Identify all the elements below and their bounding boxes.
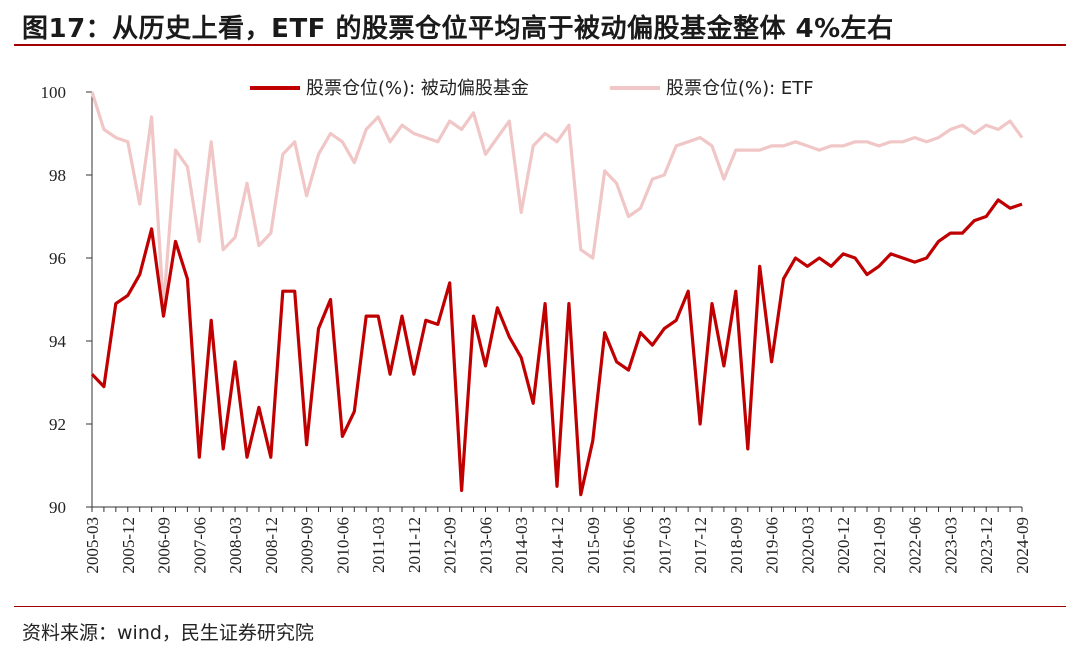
x-tick-label: 2018-09 — [727, 517, 746, 574]
axes: 90 92 94 96 98 100 2005-03 2005-12 2006-09 2007-0… — [41, 83, 1033, 574]
x-tick-label: 2021-09 — [870, 517, 889, 574]
x-tick-label: 2023-12 — [977, 517, 996, 574]
x-tick-label: 2023-03 — [941, 517, 960, 574]
y-tick-label: 100 — [41, 83, 67, 102]
x-tick-label: 2014-03 — [512, 517, 531, 574]
y-tick-label: 98 — [49, 166, 66, 185]
x-tick-label: 2016-06 — [620, 517, 639, 574]
x-tick-label: 2008-12 — [262, 517, 281, 574]
x-tick-label: 2011-12 — [405, 517, 424, 573]
x-tick-label: 2020-03 — [798, 517, 817, 574]
x-tick-label: 2013-06 — [476, 517, 495, 574]
x-tick-label: 2008-03 — [226, 517, 245, 574]
x-tick-label: 2014-12 — [548, 517, 567, 574]
x-tick-label: 2010-06 — [333, 517, 352, 574]
series-line-passive — [90, 198, 1023, 497]
legend-label-passive: 股票仓位(%): 被动偏股基金 — [306, 78, 529, 99]
line-chart: 90 92 94 96 98 100 2005-03 2005-12 2006-09 2007-0… — [41, 78, 1033, 574]
x-tick-label: 2009-09 — [298, 517, 317, 574]
x-tick-label: 2005-12 — [119, 517, 138, 574]
y-tick-label: 96 — [49, 249, 66, 268]
x-tick-label: 2020-12 — [834, 517, 853, 574]
x-tick-label: 2019-06 — [763, 517, 782, 574]
x-tick-label: 2007-06 — [190, 517, 209, 574]
x-tick-label: 2005-03 — [83, 517, 102, 574]
y-tick-label: 94 — [49, 332, 67, 351]
figure-title: 图17：从历史上看，ETF 的股票仓位平均高于被动偏股基金整体 4%左右 — [22, 14, 894, 44]
y-tick-label: 92 — [49, 415, 66, 434]
x-tick-label: 2006-09 — [155, 517, 174, 574]
x-tick-label: 2024-09 — [1013, 517, 1032, 574]
source-note: 资料来源：wind，民生证券研究院 — [22, 622, 314, 644]
series-group — [90, 91, 1024, 497]
x-tick-label: 2017-12 — [691, 517, 710, 574]
footer-rule — [14, 606, 1066, 607]
x-tick-label: 2012-09 — [441, 517, 460, 574]
legend-label-etf: 股票仓位(%): ETF — [666, 78, 814, 99]
series-line-etf — [90, 91, 1024, 310]
title-rule — [14, 44, 1066, 46]
x-tick-label: 2015-09 — [584, 517, 603, 574]
x-tick-label: 2022-06 — [906, 517, 925, 574]
legend: 股票仓位(%): 被动偏股基金 股票仓位(%): ETF — [250, 78, 814, 99]
y-tick-label: 90 — [49, 498, 66, 517]
x-tick-label: 2011-03 — [369, 517, 388, 573]
x-tick-label: 2017-03 — [655, 517, 674, 574]
